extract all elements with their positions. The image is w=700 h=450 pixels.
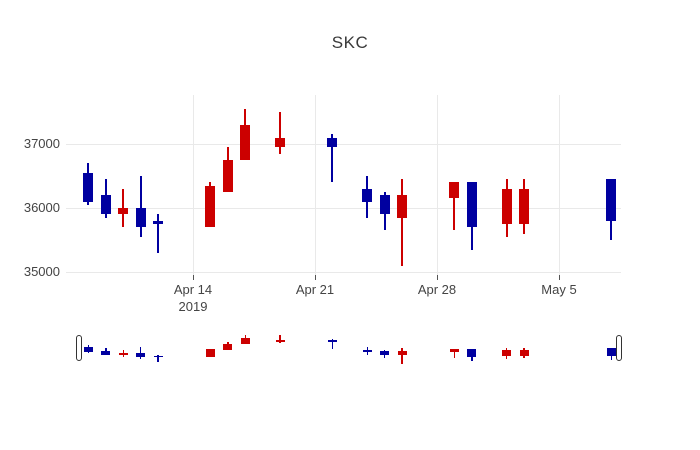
rangeslider-candle-body (449, 348, 459, 352)
x-gridline (314, 95, 316, 275)
candle-body (100, 195, 111, 215)
candle-body (449, 182, 460, 199)
candle-body (135, 208, 146, 228)
candle-body (118, 208, 129, 215)
candle-body (519, 188, 530, 224)
rangeslider-candle-body (606, 347, 616, 356)
rangeslider-handle-left[interactable] (76, 335, 82, 361)
rangeslider-candle-wick (279, 335, 281, 344)
x-tick-mark (192, 275, 194, 280)
chart-title: SKC (331, 33, 369, 52)
candle-wick (157, 214, 160, 253)
rangeslider-candle-body (327, 340, 337, 342)
x-tick-label: Apr 21 (295, 282, 335, 297)
rangeslider-candle-body (502, 349, 512, 357)
candle-body (153, 220, 164, 224)
rangeslider-candle-body (275, 340, 285, 342)
rangeslider-candle-body (205, 349, 215, 358)
candle-wick (331, 134, 334, 183)
candle-body (606, 179, 617, 221)
y-tick-label: 37000 (23, 136, 60, 151)
candle-body (466, 182, 477, 228)
rangeslider-candle-wick (139, 347, 142, 359)
x-gridline (436, 95, 438, 275)
rangeslider-candle-body (519, 349, 529, 357)
rangeslider-candle-body (240, 337, 250, 345)
x-tick-mark (558, 275, 560, 280)
candle-body (397, 195, 408, 218)
main-plot[interactable]: 37000 36000 35000 Apr 14 2019 Apr 21 Apr 28 May… (0, 0, 700, 330)
rangeslider-candle-wick (401, 347, 403, 365)
y-gridline (66, 271, 621, 273)
rangeslider-candle-body (467, 348, 477, 358)
candle-wick (139, 176, 142, 237)
y-gridline (66, 143, 621, 145)
candle-body (205, 185, 216, 228)
x-tick-year-label: 2019 (178, 299, 208, 314)
rangeslider-candle-body (380, 351, 390, 355)
candle-wick (401, 179, 404, 266)
candle-body (240, 124, 251, 160)
x-tick-mark (436, 275, 438, 280)
candle-body (275, 137, 286, 148)
rangeslider-candle-body (83, 346, 93, 353)
x-gridline (192, 95, 194, 275)
candle-wick (453, 182, 456, 231)
candle-body (83, 172, 94, 202)
rangeslider-candle-body (362, 349, 372, 353)
x-tick-label: Apr 28 (417, 282, 457, 297)
x-tick-label: Apr 14 (173, 282, 213, 297)
rangeslider-candle-body (397, 351, 407, 356)
rangeslider-candle-body (101, 351, 111, 355)
rangeslider-handle-right[interactable] (616, 335, 622, 361)
candle-body (501, 188, 512, 224)
candle-body (362, 188, 373, 202)
candle-body (327, 137, 338, 148)
x-tick-mark (314, 275, 316, 280)
y-tick-label: 35000 (23, 264, 60, 279)
y-tick-label: 36000 (23, 200, 60, 215)
rangeslider-candle-body (223, 344, 233, 351)
candle-wick (122, 188, 125, 228)
x-gridline (558, 95, 560, 275)
candle-wick (279, 112, 282, 154)
x-tick-label: May 5 (541, 282, 577, 297)
rangeslider-candle-body (136, 353, 146, 358)
rangeslider-candle-wick (331, 339, 334, 349)
rangeslider-candle-wick (157, 354, 159, 362)
candle-body (222, 160, 233, 192)
candle-body (379, 195, 390, 215)
rangeslider-candle-body (118, 353, 128, 355)
rangeslider-candle-wick (453, 348, 456, 358)
rangeslider-candle-body (153, 355, 163, 357)
y-gridline (66, 207, 621, 209)
rangeslider[interactable] (0, 330, 700, 375)
